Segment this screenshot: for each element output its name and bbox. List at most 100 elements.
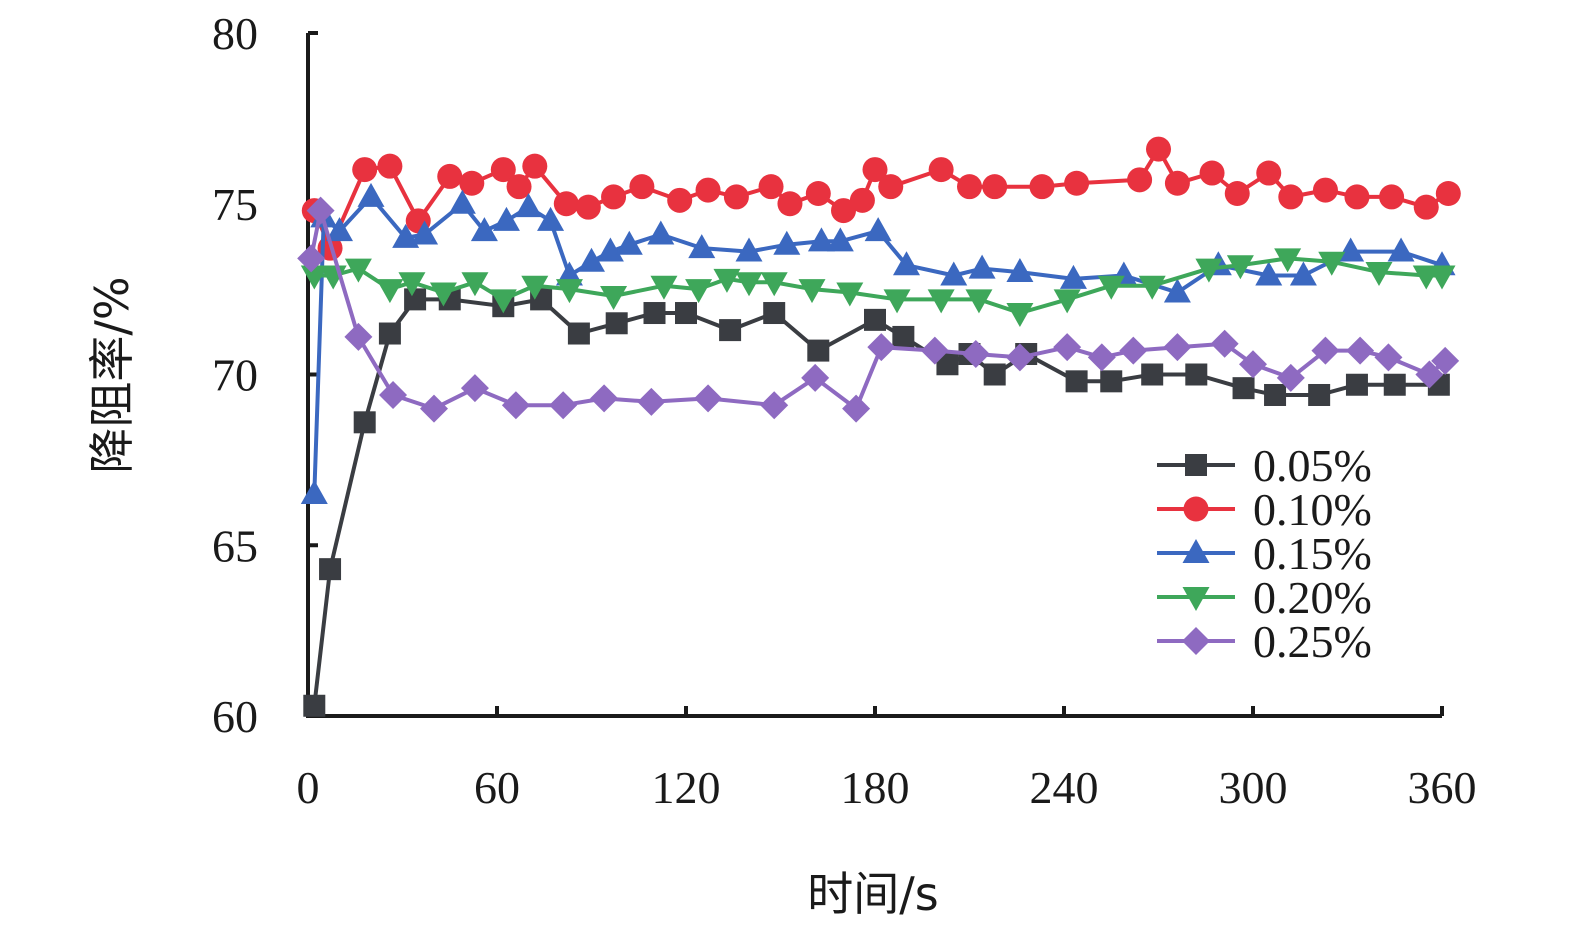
data-point-triangle-up bbox=[1255, 261, 1283, 286]
data-point-circle bbox=[758, 174, 784, 200]
data-point-triangle-up bbox=[1006, 258, 1034, 283]
data-point-diamond bbox=[801, 363, 830, 392]
data-point-triangle-down bbox=[398, 272, 426, 297]
data-point-square bbox=[1185, 363, 1208, 386]
legend-item: 0.20% bbox=[1157, 572, 1372, 623]
data-point-triangle-up bbox=[470, 217, 498, 242]
data-point-triangle-up bbox=[411, 220, 439, 245]
data-point-triangle-up bbox=[893, 251, 920, 276]
data-point-diamond bbox=[920, 336, 949, 365]
data-point-diamond bbox=[1087, 343, 1116, 372]
series-2 bbox=[300, 182, 1456, 505]
data-point-triangle-down bbox=[600, 285, 628, 310]
x-tick-label: 240 bbox=[1030, 762, 1099, 813]
data-point-square bbox=[763, 302, 786, 325]
y-tick-label: 70 bbox=[212, 350, 258, 401]
data-point-triangle-down bbox=[798, 279, 826, 304]
data-point-square bbox=[1065, 370, 1088, 393]
data-point-triangle-down bbox=[429, 282, 457, 307]
data-point-triangle-down bbox=[735, 272, 763, 297]
x-tick-label: 120 bbox=[652, 762, 721, 813]
data-point-triangle-up bbox=[968, 254, 996, 279]
data-point-circle bbox=[695, 177, 721, 203]
data-point-triangle-up bbox=[578, 247, 605, 272]
data-point-triangle-up bbox=[1182, 539, 1210, 563]
data-point-diamond bbox=[420, 394, 448, 423]
data-point-triangle-down bbox=[1053, 289, 1081, 314]
data-point-circle bbox=[1127, 167, 1153, 193]
data-point-circle bbox=[878, 174, 904, 200]
data-point-triangle-up bbox=[864, 217, 892, 242]
data-point-diamond bbox=[1005, 343, 1034, 372]
legend-label: 0.20% bbox=[1253, 572, 1372, 623]
data-point-circle bbox=[1064, 170, 1090, 196]
data-point-circle bbox=[459, 170, 485, 196]
data-point-triangle-down bbox=[650, 275, 678, 300]
data-point-triangle-down bbox=[344, 258, 372, 283]
data-point-square bbox=[1185, 454, 1207, 476]
legend-item: 0.25% bbox=[1157, 616, 1372, 667]
data-point-triangle-up bbox=[1163, 278, 1191, 303]
data-point-diamond bbox=[501, 391, 530, 420]
data-point-diamond bbox=[1415, 360, 1444, 389]
data-point-circle bbox=[667, 187, 693, 213]
data-point-circle bbox=[575, 194, 601, 220]
legend-label: 0.15% bbox=[1253, 528, 1372, 579]
series-1 bbox=[301, 136, 1461, 261]
data-point-square bbox=[605, 312, 628, 335]
legend-label: 0.25% bbox=[1253, 616, 1372, 667]
data-point-triangle-down bbox=[685, 279, 713, 304]
data-point-square bbox=[936, 353, 959, 376]
data-point-circle bbox=[352, 157, 378, 183]
x-tick-label: 300 bbox=[1219, 762, 1288, 813]
data-point-square bbox=[1383, 373, 1406, 396]
data-point-diamond bbox=[694, 384, 723, 413]
data-point-triangle-down bbox=[1182, 587, 1210, 611]
data-point-triangle-down bbox=[1274, 248, 1302, 273]
data-point-triangle-up bbox=[940, 261, 968, 286]
data-point-triangle-down bbox=[883, 289, 911, 314]
data-point-square bbox=[719, 319, 742, 342]
data-point-circle bbox=[723, 184, 749, 210]
data-point-diamond bbox=[1239, 350, 1267, 379]
data-point-square bbox=[1232, 377, 1255, 400]
data-point-diamond bbox=[961, 340, 990, 369]
data-point-triangle-up bbox=[807, 227, 835, 252]
data-point-triangle-down bbox=[1226, 255, 1254, 280]
data-point-circle bbox=[1413, 194, 1439, 220]
data-point-diamond bbox=[1163, 333, 1192, 362]
data-point-circle bbox=[601, 184, 627, 210]
data-point-triangle-up bbox=[773, 230, 801, 255]
legend-item: 0.15% bbox=[1157, 528, 1372, 579]
data-point-diamond bbox=[1119, 336, 1148, 365]
data-point-circle bbox=[805, 181, 831, 207]
x-tick-label: 60 bbox=[474, 762, 520, 813]
data-point-triangle-up bbox=[688, 234, 716, 259]
x-tick-label: 0 bbox=[297, 762, 320, 813]
data-point-square bbox=[1100, 370, 1123, 393]
data-point-square bbox=[404, 288, 427, 311]
data-point-triangle-down bbox=[300, 265, 328, 290]
data-point-circle bbox=[522, 153, 548, 179]
data-point-circle bbox=[377, 153, 403, 179]
data-point-circle bbox=[437, 163, 463, 189]
data-point-triangle-up bbox=[492, 206, 520, 231]
data-point-square bbox=[675, 302, 697, 325]
data-point-triangle-up bbox=[300, 480, 328, 505]
data-point-square bbox=[567, 322, 590, 345]
data-point-diamond bbox=[460, 374, 489, 403]
data-point-circle bbox=[1164, 170, 1190, 196]
data-point-square bbox=[1345, 373, 1368, 396]
data-point-circle bbox=[490, 157, 516, 183]
data-point-circle bbox=[1278, 184, 1304, 210]
data-point-circle bbox=[957, 174, 982, 200]
x-tick-label: 180 bbox=[841, 762, 910, 813]
data-point-triangle-up bbox=[735, 237, 763, 262]
data-point-circle bbox=[1256, 160, 1282, 186]
data-point-circle bbox=[1199, 160, 1225, 186]
data-point-triangle-up bbox=[1289, 261, 1317, 286]
data-point-triangle-down bbox=[555, 279, 583, 304]
data-point-triangle-down bbox=[1097, 275, 1125, 300]
data-point-triangle-up bbox=[1337, 237, 1365, 262]
data-point-square bbox=[319, 558, 342, 581]
